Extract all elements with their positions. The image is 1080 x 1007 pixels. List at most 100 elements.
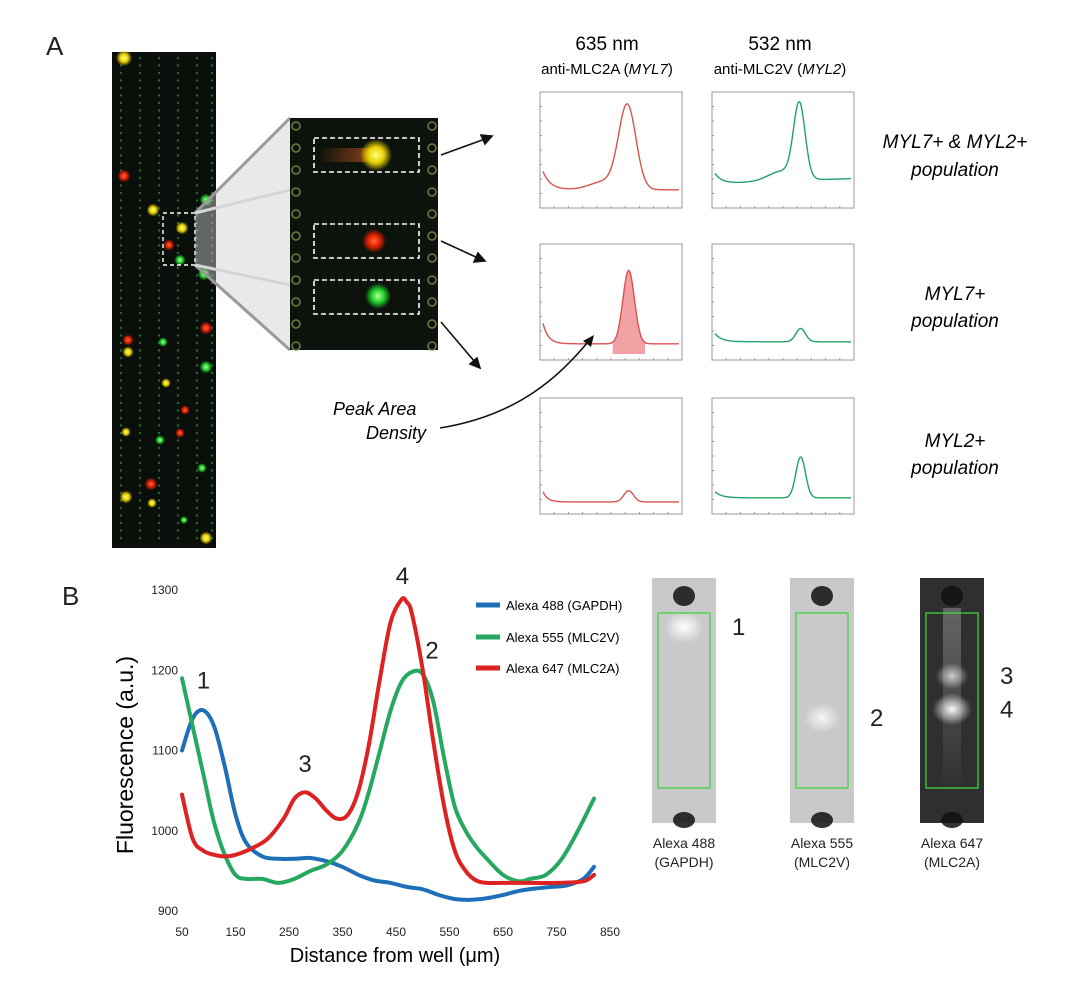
lane-dot bbox=[176, 251, 180, 255]
lane-dot bbox=[157, 146, 161, 150]
lane-dot bbox=[138, 431, 142, 435]
lane-dot bbox=[119, 521, 123, 525]
lane-dot bbox=[119, 311, 123, 315]
lane-dot bbox=[176, 529, 180, 532]
lane-dot bbox=[210, 116, 214, 120]
lane-dot bbox=[195, 379, 199, 382]
gel-lane: 2 Alexa 555 (MLC2V) bbox=[790, 578, 883, 870]
lane-dot bbox=[176, 169, 180, 172]
lane-dot bbox=[119, 401, 123, 405]
lane-dot bbox=[157, 296, 161, 300]
lane-dot bbox=[157, 244, 161, 247]
lane-dot bbox=[138, 446, 142, 450]
lane-dot bbox=[210, 491, 214, 495]
lane-dot bbox=[138, 124, 142, 127]
series-mlc2a-line bbox=[180, 596, 596, 886]
lane-dot bbox=[138, 161, 142, 165]
lane-dot bbox=[210, 124, 214, 127]
gel-spot bbox=[146, 203, 160, 217]
peak-area-fill bbox=[612, 270, 645, 354]
lane-dot bbox=[210, 334, 214, 337]
lane-dot bbox=[157, 289, 161, 292]
lane-dot bbox=[157, 476, 161, 480]
lane-dot bbox=[138, 259, 142, 262]
x-tick-label: 350 bbox=[332, 925, 352, 939]
lane-dot bbox=[210, 146, 214, 150]
lane-dot bbox=[138, 176, 142, 180]
lane-dot bbox=[195, 214, 199, 217]
lane-dot bbox=[138, 94, 142, 97]
lane-dot bbox=[176, 401, 180, 405]
lane-dot bbox=[138, 319, 142, 322]
lane-dot bbox=[210, 499, 214, 502]
profile-plot-frame bbox=[539, 91, 683, 209]
inset-well bbox=[291, 275, 301, 285]
lane-dot bbox=[195, 364, 199, 367]
lane-dot bbox=[176, 94, 180, 97]
svg-text:MYL2+: MYL2+ bbox=[925, 431, 986, 452]
lane-dot bbox=[138, 326, 142, 330]
gel-band-label: 3 bbox=[1000, 663, 1013, 690]
lane-dot bbox=[195, 131, 199, 135]
lane-dot bbox=[176, 56, 180, 60]
lane-dot bbox=[157, 529, 161, 532]
lane-dot bbox=[210, 349, 214, 352]
lane-dot bbox=[138, 206, 142, 210]
gel-spot bbox=[147, 498, 157, 508]
lane-dot bbox=[195, 484, 199, 487]
lane-dot bbox=[157, 394, 161, 397]
lane-dot bbox=[138, 461, 142, 465]
lane-dot bbox=[210, 506, 214, 510]
lane-dot bbox=[195, 109, 199, 112]
profile-plot-frame bbox=[711, 243, 855, 361]
lane-dot bbox=[138, 536, 142, 540]
lane-dot bbox=[210, 461, 214, 465]
lane-dot bbox=[138, 454, 142, 457]
gel-well-top bbox=[673, 586, 695, 606]
lane-dot bbox=[210, 469, 214, 472]
lane-dot bbox=[176, 484, 180, 487]
lane-dot bbox=[138, 146, 142, 150]
profile-trace bbox=[542, 103, 679, 191]
lane-dot bbox=[138, 499, 142, 502]
lane-dot bbox=[195, 229, 199, 232]
zoom-connector-bottom bbox=[193, 263, 292, 352]
gel-band bbox=[932, 693, 972, 726]
lane-dot bbox=[157, 199, 161, 202]
lane-dot bbox=[157, 154, 161, 157]
lane-dot bbox=[119, 536, 123, 540]
lane-dot bbox=[210, 251, 214, 255]
gel-band bbox=[664, 611, 704, 643]
profile-plot bbox=[539, 91, 683, 209]
lane-dot bbox=[138, 266, 142, 270]
inset-well bbox=[291, 121, 301, 131]
lane-dot bbox=[176, 311, 180, 315]
lane-dot bbox=[176, 416, 180, 420]
gel-roi-box bbox=[795, 612, 849, 789]
lane-dot bbox=[176, 439, 180, 442]
zoom-connector bbox=[195, 118, 290, 350]
panel-a-label: A bbox=[46, 31, 64, 61]
lane-dot bbox=[195, 79, 199, 82]
lane-dot bbox=[176, 461, 180, 465]
lane-dot bbox=[210, 529, 214, 532]
inset-spot-yellow bbox=[360, 139, 392, 171]
lane-dot bbox=[119, 469, 123, 472]
lane-dot bbox=[210, 439, 214, 442]
col-635-wavelength: 635 nm bbox=[575, 34, 638, 55]
lane-dot bbox=[138, 476, 142, 480]
lane-dot bbox=[138, 64, 142, 67]
lane-dot bbox=[138, 401, 142, 405]
zoom-connector-mid2 bbox=[194, 263, 291, 287]
row-arrows bbox=[440, 134, 494, 370]
gel-spot bbox=[122, 334, 134, 346]
lane-dot bbox=[176, 289, 180, 292]
lane-dot bbox=[119, 371, 123, 375]
lane-dot bbox=[210, 64, 214, 67]
inset-well bbox=[427, 275, 437, 285]
lane-dot bbox=[138, 371, 142, 375]
lane-dot bbox=[157, 56, 161, 60]
lane-dot bbox=[138, 521, 142, 525]
lane-dot bbox=[176, 266, 180, 270]
